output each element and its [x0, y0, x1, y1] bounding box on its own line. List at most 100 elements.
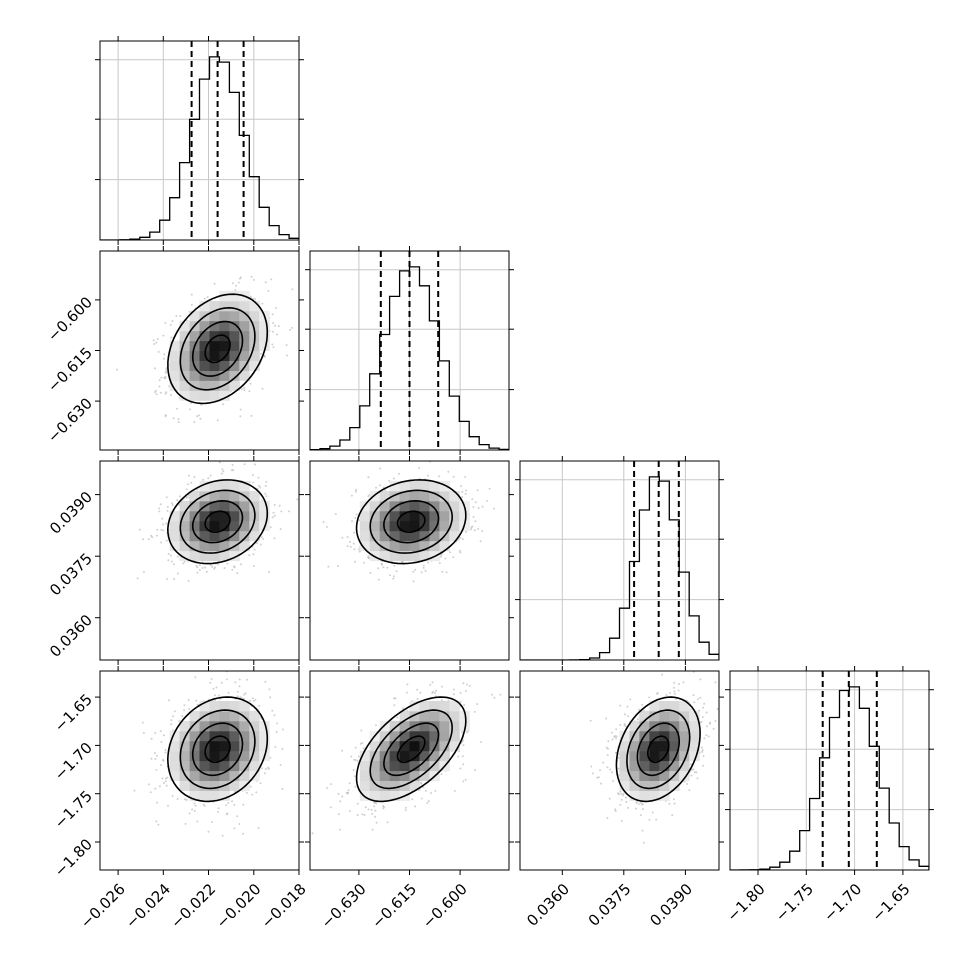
density-cell: [199, 340, 210, 352]
density-cell: [209, 720, 220, 732]
sample-point: [153, 752, 156, 755]
sample-point: [367, 808, 370, 811]
sample-point: [261, 387, 264, 390]
sample-point: [274, 745, 277, 748]
sample-point: [353, 548, 356, 551]
density-cell: [189, 330, 201, 342]
density-cell: [179, 320, 191, 332]
sample-point: [231, 800, 233, 803]
density-cell: [169, 350, 181, 361]
sample-point: [251, 793, 254, 796]
density-cell: [209, 490, 220, 502]
density-cell: [189, 520, 201, 532]
density-cell: [229, 780, 240, 791]
sample-point: [234, 681, 237, 684]
sample-point: [291, 326, 294, 329]
density-cell: [209, 760, 220, 772]
sample-point: [281, 748, 284, 750]
sample-point: [216, 419, 219, 422]
panel-1-1: [305, 246, 514, 455]
density-cell: [179, 530, 191, 542]
sample-point: [464, 492, 467, 495]
density-cell: [229, 510, 240, 522]
sample-point: [270, 278, 273, 281]
density-cell: [389, 530, 401, 542]
sample-point: [354, 746, 357, 749]
density-cell: [239, 700, 250, 712]
density-cell: [229, 320, 240, 332]
sample-point: [207, 830, 210, 833]
density-cell: [189, 380, 201, 391]
density-cell: [439, 480, 450, 492]
density-cell: [199, 730, 210, 742]
sample-point: [273, 514, 276, 517]
panel-frame: [99, 40, 300, 241]
density-cell: [239, 510, 250, 522]
density-cell: [389, 490, 401, 502]
sample-point: [200, 403, 203, 406]
sample-point: [382, 566, 385, 569]
contour-1-0-1: [191, 320, 244, 377]
sample-point: [141, 721, 144, 724]
density-cell: [169, 520, 181, 532]
sample-point: [164, 321, 167, 324]
density-cell: [199, 490, 210, 502]
density-cell: [229, 370, 240, 381]
sample-point: [465, 531, 467, 533]
density-cell: [229, 730, 240, 742]
sample-point: [225, 678, 228, 681]
sample-point: [199, 417, 202, 420]
sample-point: [272, 346, 275, 349]
sample-point: [286, 354, 289, 357]
density-cell: [239, 310, 250, 322]
density-cell: [219, 730, 230, 742]
sample-point: [462, 682, 465, 685]
sample-point: [427, 800, 430, 803]
density-cell: [359, 540, 371, 552]
sample-point: [361, 742, 364, 745]
density-cell: [429, 510, 440, 522]
density-cell: [209, 710, 220, 722]
density-cell: [209, 700, 220, 712]
density-cell: [419, 530, 430, 542]
sample-point: [364, 806, 367, 809]
sample-point: [202, 803, 205, 806]
sample-point: [221, 834, 224, 837]
sample-point: [158, 510, 161, 513]
sample-point: [396, 716, 399, 719]
sample-point: [379, 467, 382, 470]
density-cell: [219, 750, 230, 762]
sample-point: [404, 809, 407, 812]
sample-point: [238, 678, 241, 681]
density-cell: [259, 340, 270, 352]
sample-point: [234, 289, 237, 292]
sample-point: [162, 523, 165, 526]
sample-point: [193, 802, 196, 805]
sample-point: [462, 744, 465, 747]
contour-1-0-0: [204, 334, 231, 364]
sample-point: [193, 421, 196, 424]
density-cell: [379, 490, 391, 502]
sample-point: [440, 699, 443, 702]
sample-point: [418, 466, 421, 469]
sample-point: [231, 568, 234, 571]
density-cell: [179, 780, 191, 791]
sample-point: [236, 690, 239, 693]
sample-point: [249, 785, 252, 788]
density-cell: [189, 730, 201, 742]
sample-point: [476, 703, 479, 705]
sample-point: [211, 566, 214, 568]
contour-3-0-2: [179, 709, 256, 790]
density-cell: [209, 310, 220, 322]
density-cell: [239, 750, 250, 762]
sample-point: [160, 740, 163, 743]
sample-point: [209, 681, 212, 684]
sample-point: [468, 684, 471, 687]
sample-point: [349, 541, 351, 543]
sample-point: [155, 820, 158, 823]
sample-point: [203, 297, 206, 300]
contour-1-0-2: [179, 306, 256, 391]
sample-point: [360, 729, 363, 732]
sample-point: [311, 832, 314, 835]
sample-point: [357, 755, 360, 758]
